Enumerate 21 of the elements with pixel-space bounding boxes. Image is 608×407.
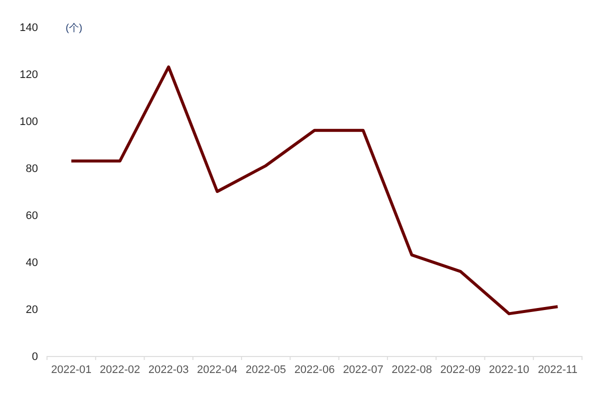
y-tick-label: 120 — [20, 69, 38, 81]
x-tick-label: 2022-06 — [294, 364, 335, 376]
y-tick-label: 140 — [20, 22, 38, 34]
y-tick-label: 80 — [26, 163, 38, 175]
x-tick-label: 2022-11 — [538, 364, 578, 376]
x-tick-label: 2022-07 — [342, 364, 384, 376]
y-tick-label: 60 — [26, 210, 38, 222]
x-tick-label: 2022-05 — [246, 364, 286, 376]
x-tick-label: 2022-02 — [100, 364, 140, 376]
x-tick-label: 2022-04 — [197, 364, 238, 376]
x-tick-label: 2022-10 — [488, 364, 530, 376]
y-tick-label: 0 — [32, 351, 38, 363]
x-tick-label: 2022-01 — [51, 364, 92, 376]
x-tick-label: 2022-03 — [148, 364, 189, 376]
y-tick-label: 100 — [20, 116, 38, 128]
x-tick-label: 2022-08 — [392, 364, 432, 376]
x-tick-label: 2022-09 — [440, 364, 481, 376]
y-tick-label: 40 — [26, 257, 38, 269]
line-series — [70, 65, 560, 316]
y-axis-title: (个) — [66, 22, 82, 34]
y-tick-label: 20 — [26, 304, 38, 316]
